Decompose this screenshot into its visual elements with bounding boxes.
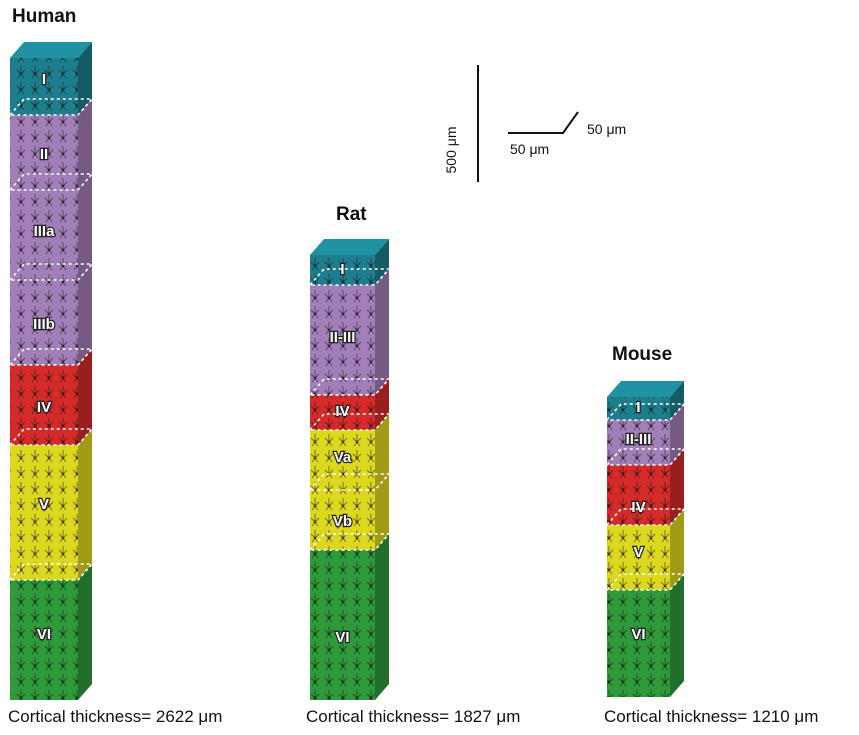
- layer-side: [375, 239, 389, 285]
- layer-texture: [10, 115, 78, 190]
- column-title: Human: [12, 6, 76, 27]
- layer-side: [670, 574, 684, 697]
- layer-boundary: [605, 448, 686, 466]
- column-title: Mouse: [612, 344, 672, 365]
- layer-label: II-III: [626, 431, 652, 448]
- layer-label: I: [42, 71, 46, 88]
- layer-label: IV: [631, 499, 645, 516]
- scale-horizontal-label: 50 μm: [510, 141, 549, 157]
- layer-label: VI: [631, 626, 645, 643]
- layer-side: [670, 449, 684, 525]
- layer-side: [375, 474, 389, 550]
- layer-side: [78, 42, 92, 115]
- layer-label: IIIb: [33, 316, 55, 333]
- layer-label: VI: [37, 626, 51, 643]
- scale-vertical-label: 500 μm: [443, 127, 459, 174]
- layer-texture: [310, 255, 375, 285]
- layer-texture: [10, 58, 78, 115]
- layer-side: [78, 564, 92, 700]
- layer-boundary: [308, 533, 391, 551]
- layer-texture: [10, 445, 78, 580]
- cortical-thickness: Cortical thickness= 2622 μm: [8, 707, 222, 726]
- layer-texture: [607, 397, 670, 420]
- layer-texture: [10, 365, 78, 445]
- layer-texture: [310, 550, 375, 700]
- layer-boundary: [8, 173, 94, 191]
- layer-texture: [310, 490, 375, 550]
- column-top: [10, 42, 92, 58]
- layer-side: [375, 534, 389, 700]
- layer-side: [78, 264, 92, 365]
- layer-boundary: [308, 268, 391, 286]
- layer-label: IV: [37, 399, 51, 416]
- layer-boundary: [308, 378, 391, 396]
- layer-label: Va: [334, 449, 352, 466]
- layer-side: [78, 174, 92, 280]
- layer-boundary: [8, 98, 94, 116]
- layer-texture: [310, 430, 375, 490]
- layer-boundary: [605, 573, 686, 591]
- cortical-thickness: Cortical thickness= 1827 μm: [306, 707, 520, 726]
- layer-label: I: [636, 399, 640, 416]
- layer-boundary: [605, 508, 686, 526]
- layer-boundary: [8, 428, 94, 446]
- layer-label: II-III: [330, 329, 356, 346]
- layer-side: [78, 349, 92, 445]
- layer-side: [670, 509, 684, 590]
- layer-texture: [10, 580, 78, 700]
- layer-label: IIIa: [34, 223, 56, 240]
- layer-boundary: [8, 348, 94, 366]
- layer-side: [375, 414, 389, 490]
- layer-texture: [310, 395, 375, 430]
- layer-texture: [607, 590, 670, 697]
- layer-side: [670, 381, 684, 420]
- column-top: [310, 239, 389, 255]
- layer-label: Vb: [333, 513, 352, 530]
- scale-depth-label: 50 μm: [587, 121, 626, 137]
- layer-label: V: [633, 544, 643, 561]
- layer-boundary: [8, 263, 94, 281]
- layer-boundary: [308, 473, 391, 491]
- layer-boundary: [605, 403, 686, 421]
- column-top: [607, 381, 684, 397]
- cortical-thickness: Cortical thickness= 1210 μm: [604, 707, 818, 726]
- layer-label: VI: [335, 629, 349, 646]
- layer-boundary: [308, 413, 391, 431]
- layer-texture: [607, 420, 670, 465]
- layer-boundary: [8, 563, 94, 581]
- column-title: Rat: [336, 204, 367, 225]
- layer-texture: [607, 465, 670, 525]
- layer-label: V: [39, 496, 49, 513]
- layer-label: IV: [335, 403, 349, 420]
- layer-texture: [607, 525, 670, 590]
- layer-side: [375, 269, 389, 395]
- scale-bar-horizontal: [508, 111, 579, 134]
- layer-texture: [10, 190, 78, 280]
- layer-side: [78, 99, 92, 190]
- layer-label: II: [40, 146, 48, 163]
- layer-texture: [310, 285, 375, 395]
- layer-label: I: [340, 261, 344, 278]
- layer-side: [78, 429, 92, 580]
